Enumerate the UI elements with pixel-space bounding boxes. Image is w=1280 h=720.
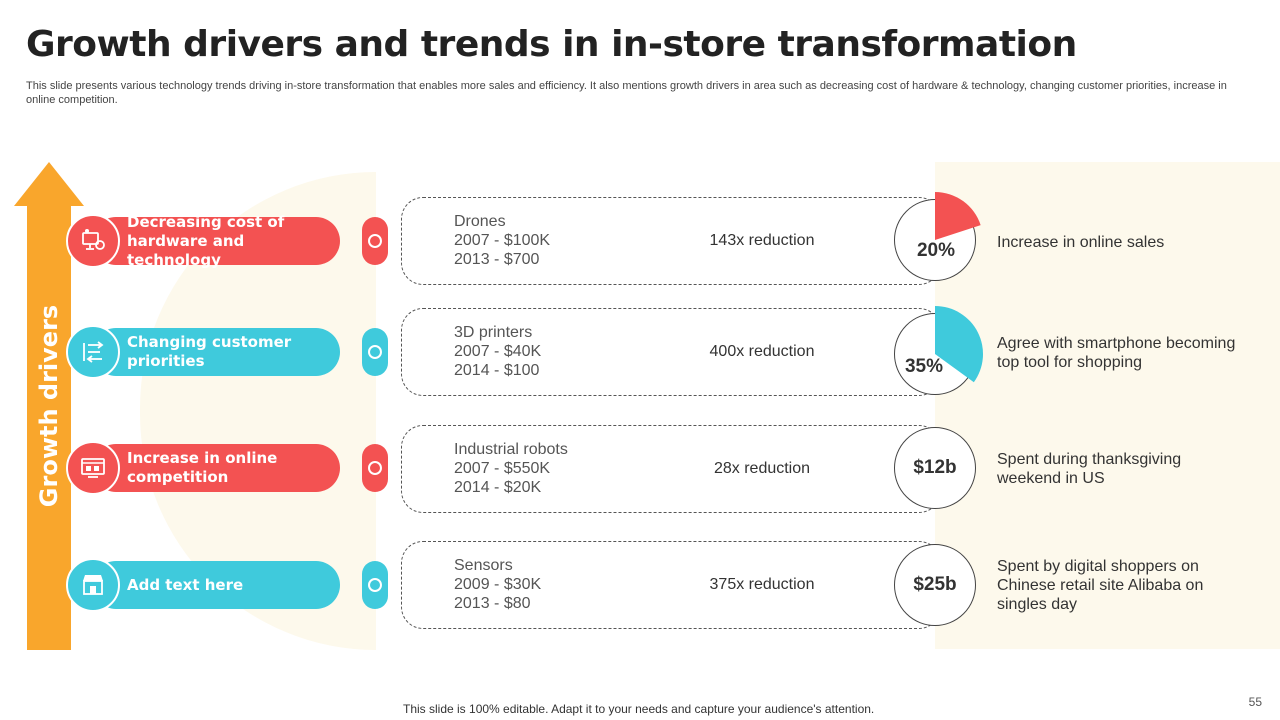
page-title: Growth drivers and trends in in-store tr… [26,24,1077,65]
trend-value-end: 2014 - $100 [454,362,540,379]
pie-slice [935,192,981,240]
trend-card-4: Sensors 2009 - $30K 2013 - $80 375x redu… [401,541,941,629]
connector-3 [362,444,388,492]
stat-description-2: Agree with smartphone becoming top tool … [997,335,1236,371]
online-shop-icon [81,458,105,478]
stat-value-1: 20% [916,240,956,261]
footer-note: This slide is 100% editable. Adapt it to… [403,702,875,716]
trend-card-3: Industrial robots 2007 - $550K 2014 - $2… [401,425,941,513]
trend-value-end: 2013 - $80 [454,595,531,612]
trend-value-start: 2007 - $40K [454,343,542,360]
priorities-icon [83,341,104,363]
driver-icon-circle-3 [66,441,120,495]
connector-1 [362,217,388,265]
stat-description-4: Spent by digital shoppers on Chinese ret… [997,558,1204,613]
growth-drivers-label: Growth drivers [35,304,63,508]
trend-name: Drones [454,213,506,230]
page-subtitle: This slide presents various technology t… [26,80,1227,106]
stat-circle-4 [894,544,976,626]
driver-label: Changing customer priorities [127,333,292,370]
trend-name: 3D printers [454,324,533,341]
trend-reduction: 400x reduction [709,343,815,360]
growth-arrow [14,162,84,650]
stat-pie-2 [935,306,983,383]
trend-value-end: 2014 - $20K [454,479,542,496]
stat-value-2: 35% [904,356,944,377]
cream-background-right [935,162,1280,649]
trend-value-start: 2009 - $30K [454,576,542,593]
store-icon [83,575,103,595]
stat-description-3: Spent during thanksgiving weekend in US [997,451,1182,487]
trend-card-1: Drones 2007 - $100K 2013 - $700 143x red… [401,197,941,285]
driver-label: Add text here [127,575,244,594]
driver-pill-1: Decreasing cost of hardware and technolo… [92,213,340,269]
trend-name: Sensors [454,557,513,574]
stat-value-3: $12b [913,457,957,478]
trend-value-start: 2007 - $550K [454,460,551,477]
connector-2 [362,328,388,376]
stat-circle-3 [894,427,976,509]
pie-slice [935,306,983,383]
trend-reduction: 375x reduction [709,576,815,593]
stat-description-1: Increase in online sales [997,234,1165,251]
driver-pill-3: Increase in online competition [92,444,340,492]
stat-value-4: $25b [913,574,957,595]
trend-card-2: 3D printers 2007 - $40K 2014 - $100 400x… [401,308,941,396]
driver-icon-circle-2 [66,325,120,379]
driver-pill-2: Changing customer priorities [92,328,340,376]
driver-label: Increase in online competition [127,449,278,486]
driver-icon-circle-1 [66,214,120,268]
trend-reduction: 143x reduction [709,232,815,249]
stat-pie-1 [935,192,981,240]
driver-pill-4: Add text here [92,561,340,609]
hardware-icon [82,229,105,250]
trend-reduction: 28x reduction [713,460,811,477]
trend-name: Industrial robots [454,441,568,458]
connector-4 [362,561,388,609]
trend-value-end: 2013 - $700 [454,251,540,268]
trend-value-start: 2007 - $100K [454,232,551,249]
driver-icon-circle-4 [66,558,120,612]
page-number: 55 [1248,695,1262,709]
driver-label: Decreasing cost of hardware and technolo… [127,212,285,269]
